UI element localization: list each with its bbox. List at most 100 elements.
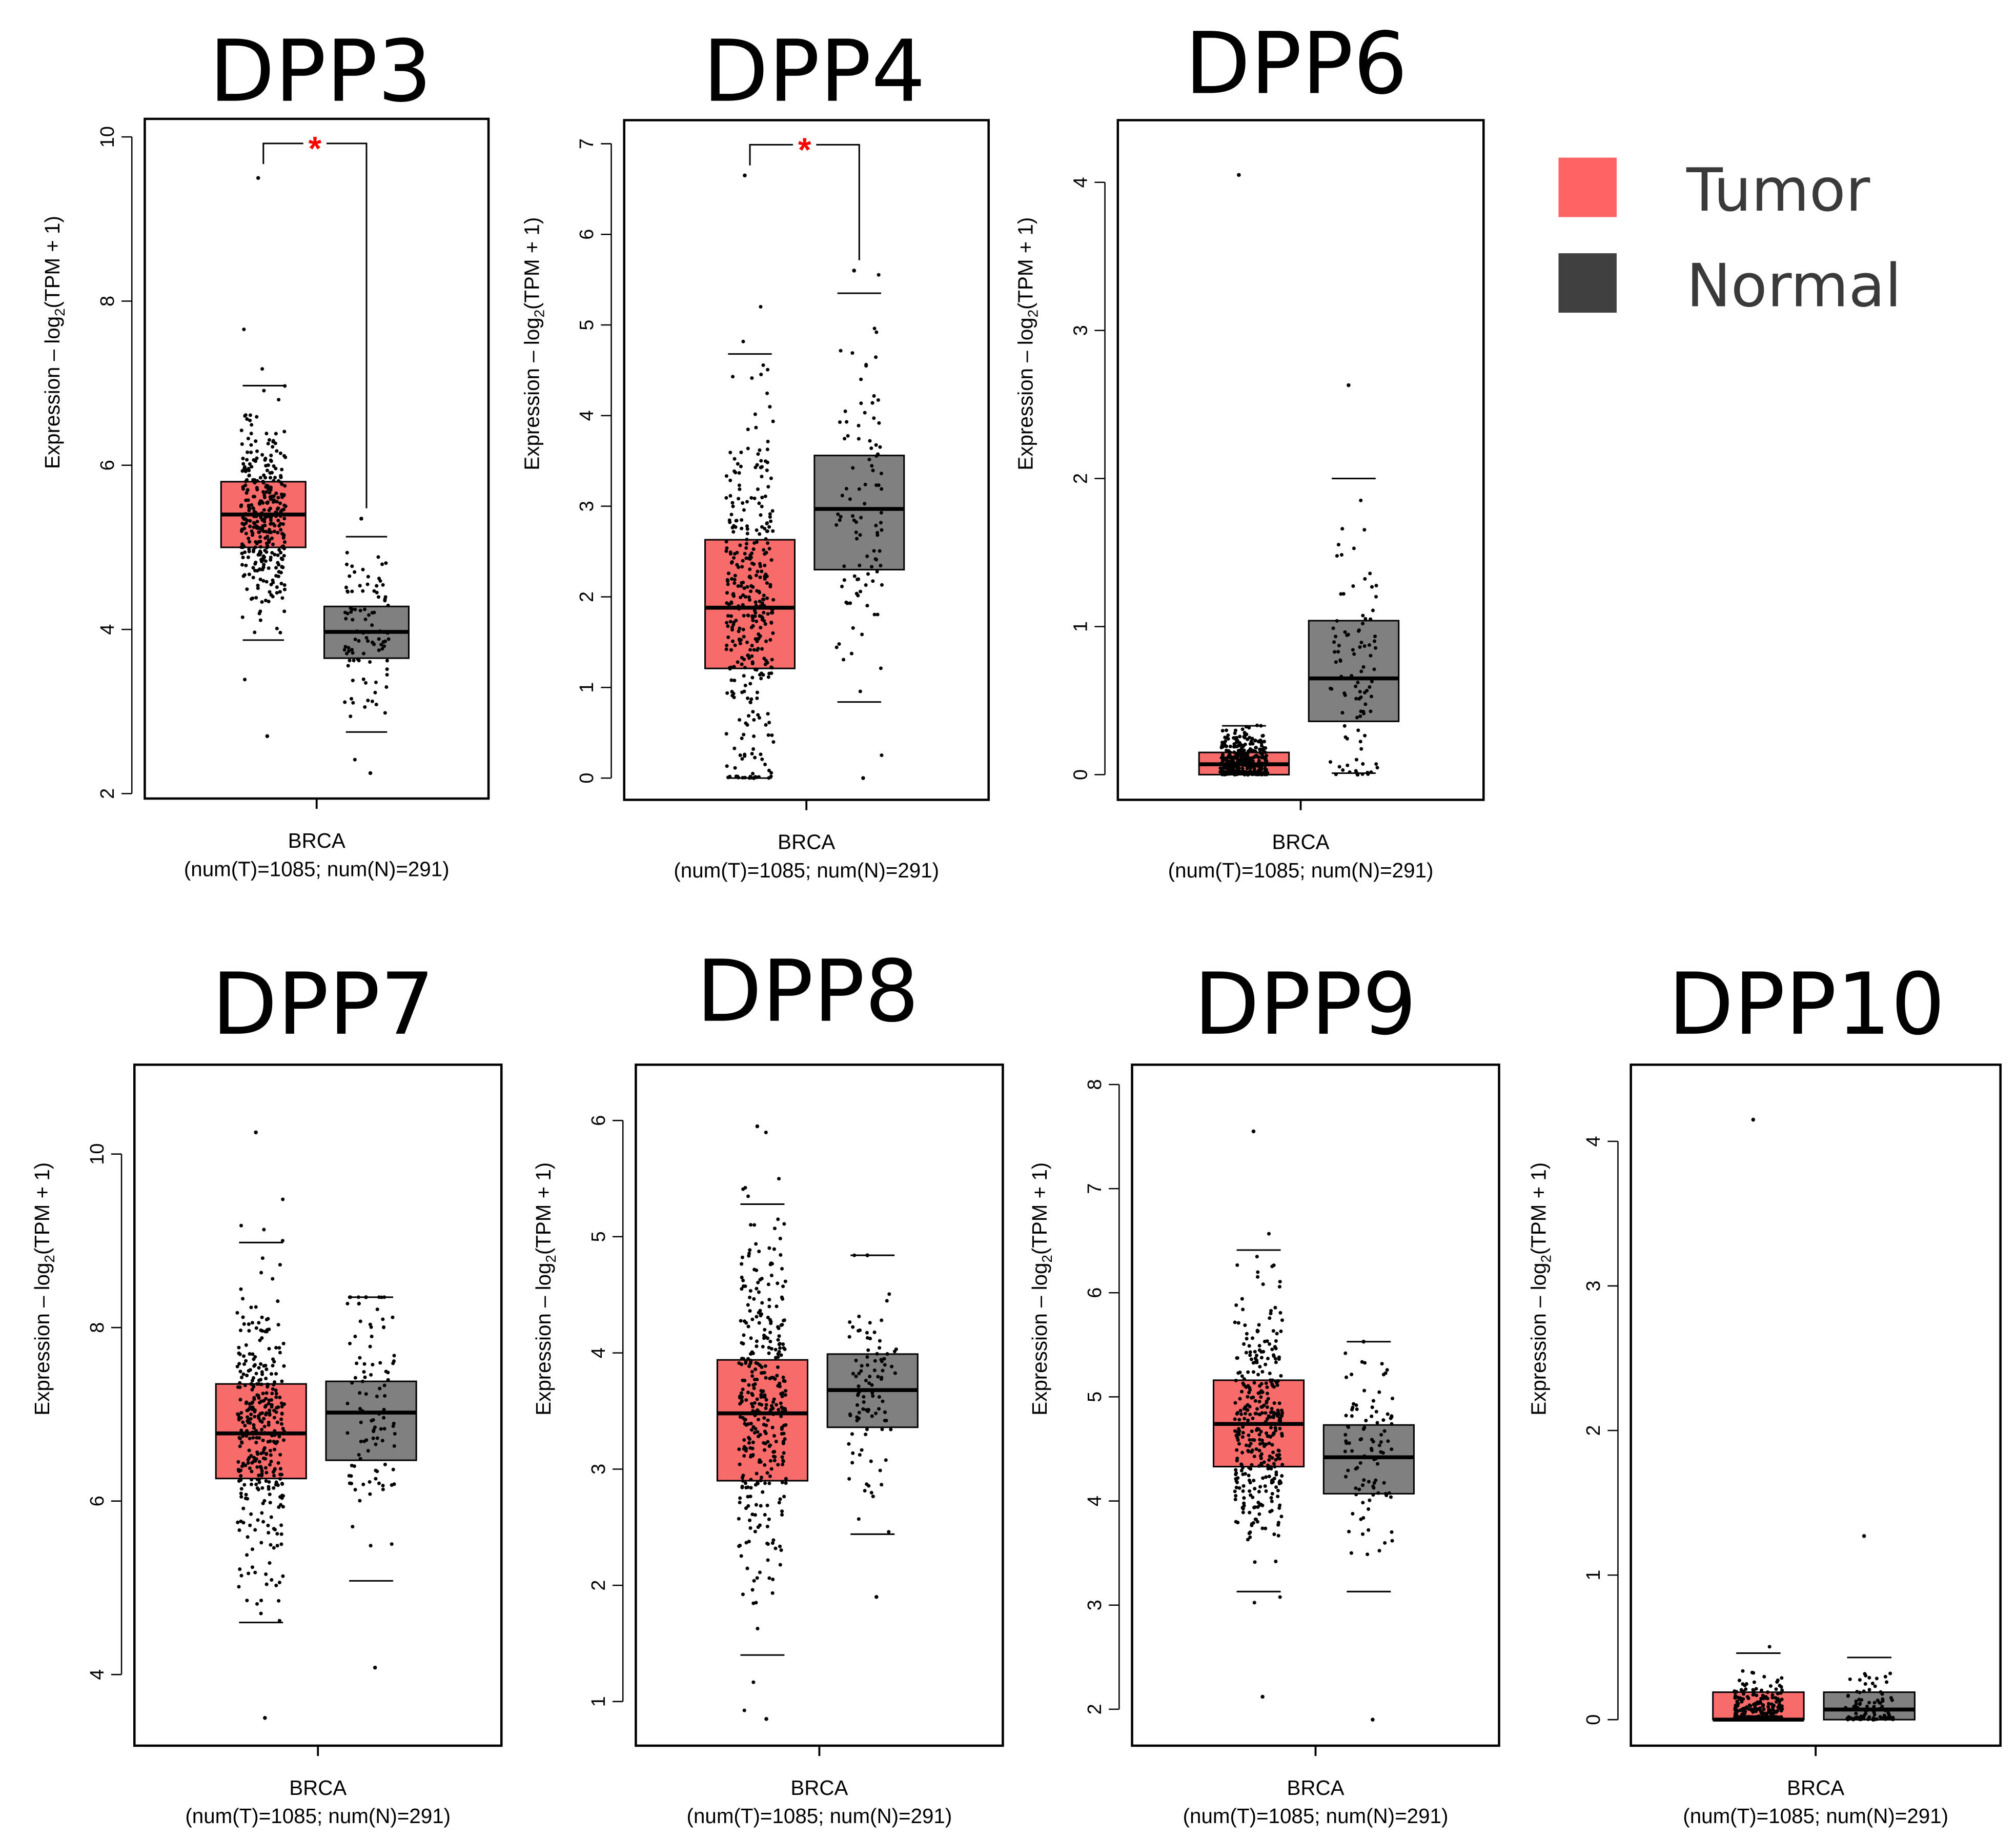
data-point: [277, 524, 281, 528]
data-point: [391, 1467, 395, 1471]
data-point: [248, 1437, 252, 1441]
data-point: [1272, 1410, 1276, 1415]
data-point: [728, 550, 732, 555]
data-point: [1381, 1451, 1385, 1455]
data-point: [1357, 1487, 1361, 1491]
data-point: [245, 1374, 249, 1378]
data-point: [1347, 1529, 1351, 1534]
data-point: [755, 1471, 759, 1476]
data-point: [862, 1395, 866, 1399]
data-point: [1744, 1705, 1748, 1709]
y-axis-label-main: Expression – log: [1028, 1263, 1051, 1416]
data-point: [277, 398, 281, 402]
data-point: [1349, 1551, 1353, 1555]
data-point: [1341, 768, 1345, 772]
data-point: [768, 638, 772, 642]
data-point: [264, 580, 269, 584]
data-point: [858, 1453, 862, 1457]
data-point: [759, 513, 763, 517]
data-point: [392, 1444, 396, 1448]
data-point: [1740, 1707, 1744, 1711]
data-point: [1249, 1467, 1253, 1471]
data-point: [762, 1422, 766, 1427]
data-point: [744, 542, 749, 546]
data-point: [256, 176, 260, 180]
x-axis-sublabel: (num(T)=1085; num(N)=291): [1168, 858, 1434, 882]
data-point: [758, 532, 762, 536]
data-point: [1269, 1435, 1273, 1439]
data-point: [267, 438, 271, 442]
data-point: [241, 1461, 246, 1465]
data-point: [730, 693, 735, 698]
data-point: [1259, 1452, 1264, 1456]
data-point: [780, 1509, 784, 1514]
data-point: [1275, 1332, 1279, 1336]
data-point: [254, 1372, 258, 1376]
data-point: [378, 1361, 382, 1365]
data-point: [741, 1187, 745, 1191]
data-point: [877, 1407, 881, 1411]
data-point: [1363, 577, 1367, 581]
data-point: [1359, 1437, 1363, 1441]
data-point: [759, 752, 763, 757]
data-point: [1865, 1704, 1869, 1708]
data-point: [1269, 1309, 1273, 1313]
data-point: [278, 1396, 282, 1400]
data-point: [754, 1483, 758, 1487]
data-point: [260, 1486, 264, 1490]
data-point: [882, 1357, 886, 1361]
data-point: [272, 1546, 276, 1550]
data-point: [1248, 1535, 1252, 1539]
data-point: [274, 566, 278, 570]
data-point: [746, 714, 751, 718]
data-point: [751, 771, 755, 775]
data-point: [765, 522, 769, 526]
data-point: [878, 549, 882, 553]
data-point: [781, 1440, 785, 1444]
y-tick-label: 2: [1583, 1425, 1604, 1436]
data-point: [1256, 1373, 1260, 1377]
data-point: [1890, 1698, 1894, 1702]
data-point: [742, 673, 746, 678]
data-point: [780, 1295, 784, 1299]
data-point: [733, 766, 737, 770]
data-point: [1260, 1411, 1264, 1415]
data-point: [847, 1442, 851, 1446]
data-point: [264, 1376, 268, 1381]
data-point: [238, 1385, 242, 1389]
data-point: [762, 610, 766, 615]
data-point: [1250, 737, 1254, 741]
data-point: [1350, 1373, 1354, 1377]
data-point: [385, 667, 389, 671]
data-point: [1775, 1680, 1779, 1684]
data-point: [732, 620, 736, 624]
data-point: [1255, 1330, 1259, 1334]
data-point: [344, 585, 348, 589]
data-point: [865, 1355, 869, 1359]
data-point: [1225, 748, 1229, 752]
data-point: [248, 519, 252, 523]
data-point: [1235, 756, 1239, 760]
data-point: [283, 484, 287, 488]
data-point: [772, 1247, 776, 1251]
data-point: [760, 647, 764, 651]
data-point: [1266, 1397, 1270, 1401]
data-point: [865, 604, 869, 608]
data-point: [750, 551, 754, 556]
data-point: [269, 1543, 273, 1547]
data-point: [260, 1469, 264, 1473]
data-point: [868, 1321, 872, 1325]
data-point: [255, 519, 259, 524]
data-point: [1364, 1419, 1368, 1423]
data-point: [273, 1447, 277, 1451]
data-point: [1250, 1336, 1255, 1340]
data-point: [1271, 1384, 1275, 1388]
data-point: [1276, 1414, 1280, 1418]
data-point: [743, 1284, 747, 1288]
data-point: [1881, 1699, 1885, 1703]
data-point: [875, 612, 880, 617]
points-normal: [847, 1253, 898, 1599]
data-point: [746, 1436, 751, 1440]
